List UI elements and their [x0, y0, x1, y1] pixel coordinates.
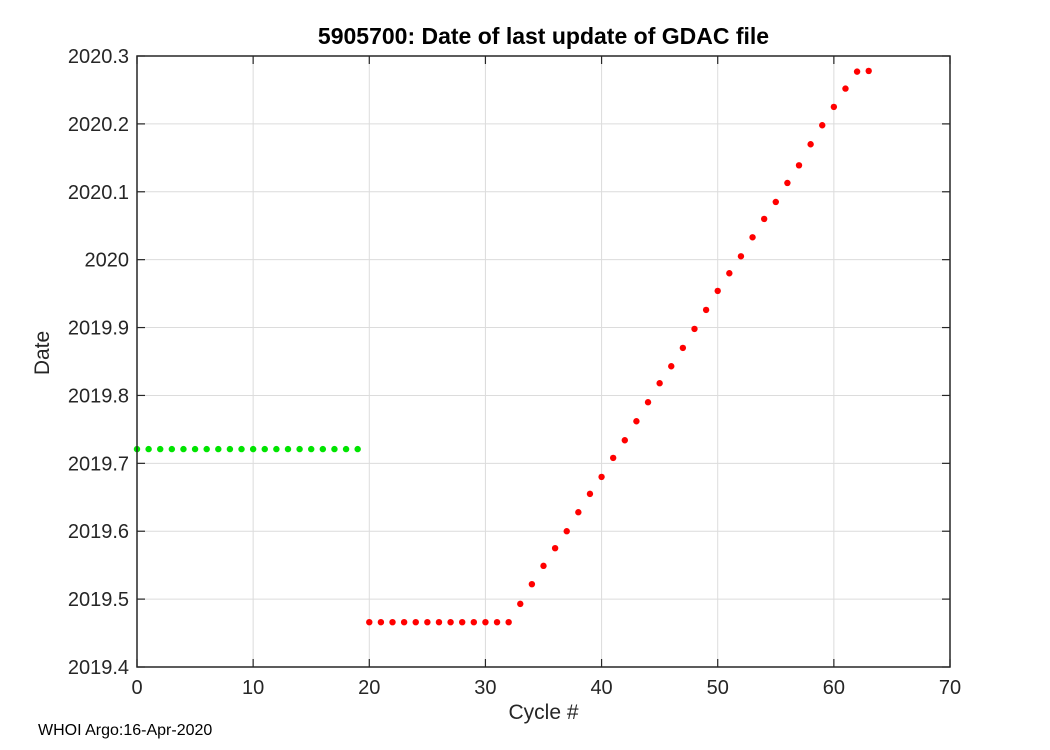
green-series	[133, 445, 361, 453]
y-axis-label: Date	[31, 330, 54, 376]
svg-text:2020.3: 2020.3	[68, 46, 129, 68]
svg-text:0: 0	[131, 677, 142, 699]
svg-text:2019.9: 2019.9	[68, 318, 129, 340]
svg-text:2020.2: 2020.2	[68, 114, 129, 136]
svg-text:2019.6: 2019.6	[68, 521, 129, 543]
svg-text:2019.4: 2019.4	[68, 657, 129, 679]
chart-title: 5905700: Date of last update of GDAC fil…	[317, 23, 770, 49]
svg-text:2019.5: 2019.5	[68, 589, 129, 611]
axes-box	[136, 55, 951, 668]
grid-lines	[136, 55, 951, 668]
y-tick-labels: 2019.4 2019.5 2019.6 2019.7 2019.8 2019.9 2020…	[68, 46, 129, 679]
x-axis-label: Cycle #	[508, 701, 579, 724]
svg-text:2019.7: 2019.7	[68, 453, 129, 475]
svg-text:2020: 2020	[85, 250, 130, 272]
red-series	[366, 67, 872, 626]
svg-text:20: 20	[358, 677, 380, 699]
x-tick-labels: 0 10 20 30 40 50 60 70	[131, 677, 961, 699]
svg-text:2019.8: 2019.8	[68, 385, 129, 407]
svg-text:2020.1: 2020.1	[68, 182, 129, 204]
svg-text:30: 30	[474, 677, 496, 699]
tick-marks	[136, 55, 951, 668]
watermark-text: WHOI Argo:16-Apr-2020	[38, 722, 213, 739]
svg-text:60: 60	[823, 677, 845, 699]
svg-text:40: 40	[590, 677, 612, 699]
svg-text:10: 10	[242, 677, 264, 699]
svg-text:50: 50	[707, 677, 729, 699]
svg-text:70: 70	[939, 677, 961, 699]
